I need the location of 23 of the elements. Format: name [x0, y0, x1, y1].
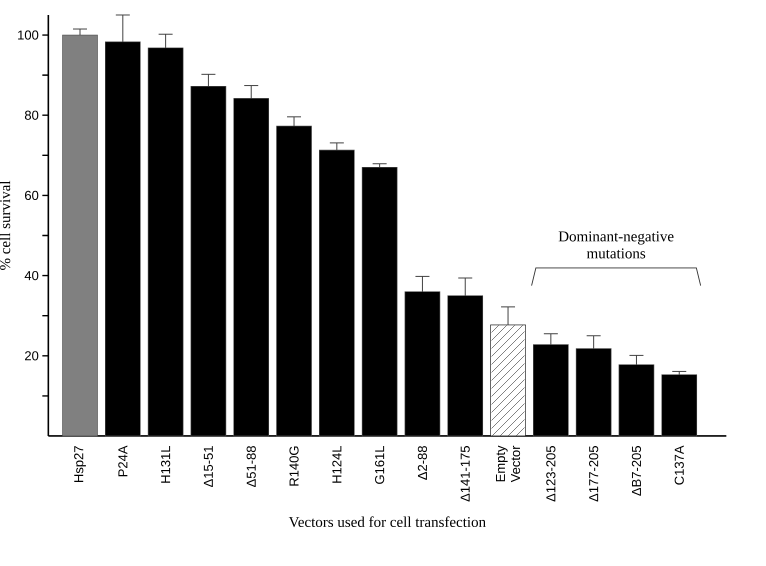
x-tick-label: Δ141-175 — [460, 446, 470, 502]
annotation: Dominant-negative mutations — [558, 231, 674, 258]
y-tick-label: 80 — [24, 110, 38, 120]
y-axis-title: % cell survival — [0, 180, 10, 270]
x-tick-label: ΔB7-205 — [632, 446, 642, 496]
x-tick-label: R140G — [289, 446, 299, 486]
x-tick-label: Δ2-88 — [418, 446, 428, 480]
x-tick-label: Δ177-205 — [589, 446, 598, 502]
x-tick-label: H124L — [332, 446, 342, 483]
x-tick-label: Hsp27 — [74, 446, 86, 482]
y-tick-label: 100 — [18, 30, 38, 40]
x-tick-label: H131L — [161, 446, 170, 483]
y-tick-label: 20 — [25, 351, 38, 360]
x-axis-title: Vectors used for cell transfection — [288, 516, 486, 528]
x-tick-label: Empty Vector — [496, 446, 520, 482]
x-tick-label: Δ123-205 — [546, 446, 556, 502]
x-tick-label: P24A — [118, 446, 128, 476]
x-tick-label: G161L — [375, 446, 384, 484]
x-tick-label: Δ51-88 — [246, 446, 256, 488]
x-tick-label: Δ15-51 — [204, 446, 213, 488]
y-tick-label: 40 — [24, 271, 38, 280]
y-tick-label: 60 — [25, 190, 38, 200]
x-tick-label: C137A — [674, 446, 684, 485]
